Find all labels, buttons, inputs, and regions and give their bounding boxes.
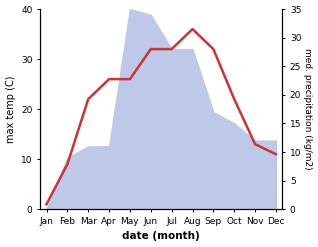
Y-axis label: med. precipitation (kg/m2): med. precipitation (kg/m2) bbox=[303, 48, 313, 170]
X-axis label: date (month): date (month) bbox=[122, 231, 200, 242]
Y-axis label: max temp (C): max temp (C) bbox=[5, 75, 16, 143]
